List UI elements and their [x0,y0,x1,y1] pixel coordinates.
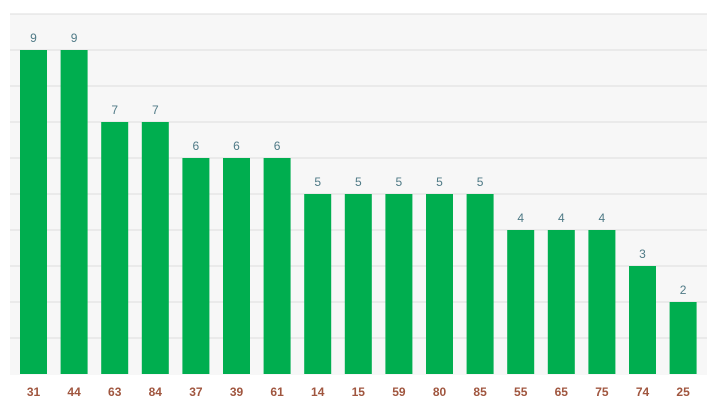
bar-37[interactable] [182,158,210,374]
x-tick-label-15: 15 [352,385,366,399]
data-label-74: 3 [639,247,646,261]
bar-61[interactable] [263,158,291,374]
bar-74[interactable] [629,266,656,374]
bar-59[interactable] [385,194,413,374]
data-label-55: 4 [517,211,524,225]
x-tick-label-25: 25 [676,385,690,399]
x-tick-label-14: 14 [311,385,325,399]
x-tick-label-44: 44 [67,385,81,399]
data-labels: 9 9 7 7 6 6 6 5 5 5 5 5 4 4 4 3 2 [30,31,687,297]
data-label-31: 9 [30,31,37,45]
x-tick-label-80: 80 [433,385,447,399]
x-tick-label-65: 65 [555,385,569,399]
bar-44[interactable] [60,50,88,374]
bar-15[interactable] [344,194,372,374]
bar-55[interactable] [507,230,535,374]
data-label-25: 2 [680,283,687,297]
bar-75[interactable] [588,230,616,374]
data-label-84: 7 [152,103,159,117]
bar-85[interactable] [466,194,494,374]
bar-14[interactable] [304,194,332,374]
bar-80[interactable] [426,194,453,374]
data-label-75: 4 [599,211,606,225]
bar-39[interactable] [223,158,250,374]
bar-31[interactable] [20,50,47,374]
bar-84[interactable] [141,122,169,374]
x-tick-label-74: 74 [636,385,650,399]
x-axis-tick-labels: 31 44 63 84 37 39 61 14 15 59 80 85 55 65 75 74 25 [27,385,690,399]
x-tick-label-31: 31 [27,385,41,399]
data-label-39: 6 [233,139,240,153]
data-label-65: 4 [558,211,565,225]
x-tick-label-59: 59 [392,385,406,399]
bar-25[interactable] [669,302,697,374]
data-label-63: 7 [111,103,118,117]
x-tick-label-61: 61 [270,385,284,399]
bar-series [20,50,697,374]
data-label-80: 5 [436,175,443,189]
data-label-61: 6 [274,139,281,153]
x-tick-label-75: 75 [595,385,609,399]
data-label-44: 9 [71,31,78,45]
data-label-37: 6 [193,139,200,153]
x-tick-label-84: 84 [149,385,163,399]
bar-63[interactable] [101,122,129,374]
x-tick-label-63: 63 [108,385,122,399]
x-tick-label-85: 85 [473,385,487,399]
x-tick-label-55: 55 [514,385,528,399]
x-tick-label-39: 39 [230,385,244,399]
x-tick-label-37: 37 [189,385,203,399]
data-label-15: 5 [355,175,362,189]
data-label-85: 5 [477,175,484,189]
data-label-14: 5 [314,175,321,189]
bar-65[interactable] [547,230,575,374]
data-label-59: 5 [396,175,403,189]
